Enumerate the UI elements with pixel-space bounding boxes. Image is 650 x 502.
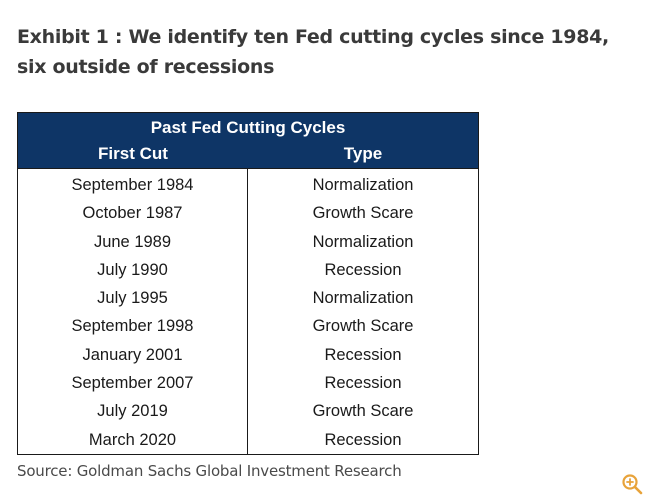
table-cell-type: Growth Scare — [312, 317, 414, 336]
table-cell-first-cut: July 1990 — [97, 260, 168, 279]
table-cell-type: Recession — [324, 345, 402, 364]
table-cell-first-cut: September 2007 — [71, 374, 194, 393]
table-cell-first-cut: March 2020 — [88, 430, 177, 449]
column-header-first-cut: First Cut — [98, 144, 168, 163]
source-note: Source: Goldman Sachs Global Investment … — [17, 462, 402, 480]
table-cell-type: Normalization — [312, 289, 414, 308]
table-cell-first-cut: July 1995 — [97, 289, 168, 308]
zoom-in-icon[interactable] — [620, 472, 644, 496]
column-header-type: Type — [343, 144, 383, 163]
exhibit-title: Exhibit 1 : We identify ten Fed cutting … — [17, 26, 609, 78]
table-header: Past Fed Cutting Cycles First Cut Type — [18, 113, 478, 169]
fed-cutting-cycles-table: Past Fed Cutting Cycles First Cut Type S… — [17, 112, 479, 455]
table-cell-type: Normalization — [312, 176, 414, 194]
table-cell-type: Recession — [324, 430, 402, 449]
table-caption: Past Fed Cutting Cycles — [150, 118, 346, 137]
table-cell-first-cut: October 1987 — [82, 204, 183, 223]
table-cell-first-cut: September 1998 — [71, 317, 194, 336]
table-cell-type: Normalization — [312, 232, 414, 251]
table-cell-type: Growth Scare — [312, 402, 414, 421]
type-column: Normalization Growth Scare Normalization… — [248, 169, 478, 454]
table-cell-first-cut: June 1989 — [93, 232, 172, 251]
table-cell-type: Recession — [324, 260, 402, 279]
table-cell-first-cut: July 2019 — [97, 402, 168, 421]
table-body: September 1984 October 1987 June 1989 Ju… — [18, 169, 478, 454]
table-cell-first-cut: January 2001 — [82, 345, 183, 364]
table-cell-type: Recession — [324, 374, 402, 393]
table-cell-first-cut: September 1984 — [71, 176, 194, 194]
first-cut-column: September 1984 October 1987 June 1989 Ju… — [18, 169, 248, 454]
table-cell-type: Growth Scare — [312, 204, 414, 223]
column-headers: First Cut Type — [18, 141, 478, 167]
